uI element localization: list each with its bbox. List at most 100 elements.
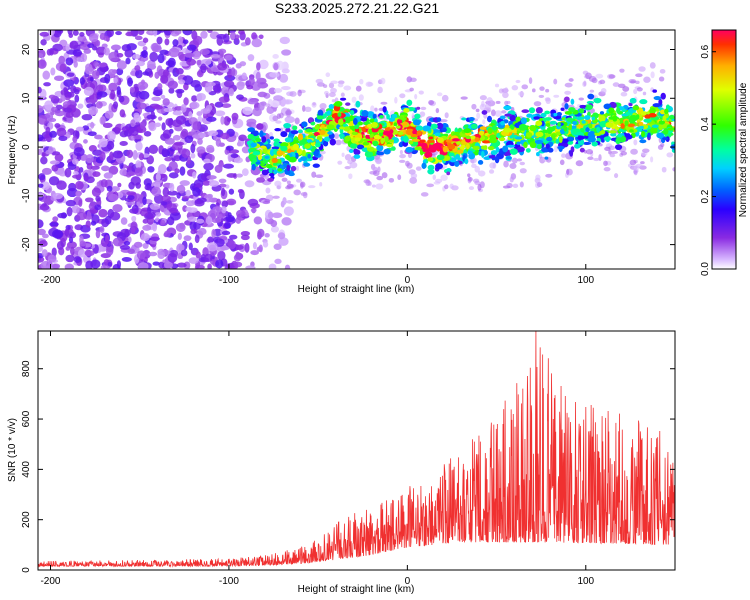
heatmap-cell xyxy=(44,100,53,111)
heatmap-cell xyxy=(377,86,383,94)
heatmap-cell xyxy=(490,150,498,155)
heatmap-cell xyxy=(395,125,401,129)
heatmap-cell xyxy=(564,90,571,95)
heatmap-cell xyxy=(130,226,136,235)
heatmap-cell xyxy=(203,158,211,164)
heatmap-cell xyxy=(64,167,72,178)
heatmap-cell xyxy=(414,146,422,151)
heatmap-cell xyxy=(141,49,148,59)
heatmap-cell xyxy=(658,76,665,82)
heatmap-cell xyxy=(523,141,528,149)
heatmap-cell xyxy=(510,129,519,134)
heatmap-cell xyxy=(47,117,57,123)
heatmap-cell xyxy=(250,250,259,256)
snr-y-tick-label: 400 xyxy=(21,461,32,478)
snr-x-tick-label: 0 xyxy=(405,576,411,587)
heatmap-cell xyxy=(273,138,280,143)
heatmap-cell xyxy=(38,134,44,142)
heatmap-cell xyxy=(546,122,551,127)
heatmap-cell xyxy=(126,165,132,171)
heatmap-cell xyxy=(498,137,506,142)
heatmap-cell xyxy=(487,146,495,151)
heatmap-cell xyxy=(231,112,239,121)
heatmap-cell xyxy=(372,113,377,120)
heatmap-cell xyxy=(65,199,77,207)
heatmap-cell xyxy=(544,97,551,102)
heatmap-cell xyxy=(183,261,191,269)
heatmap-cell xyxy=(583,115,591,120)
heatmap-cell xyxy=(356,144,365,150)
heatmap-cell xyxy=(133,241,143,248)
heatmap-cell xyxy=(351,131,359,136)
heatmap-cell xyxy=(477,183,482,191)
heatmap-cell xyxy=(216,33,227,39)
heatmap-cell xyxy=(297,89,302,97)
heatmap-cell xyxy=(441,127,447,133)
heatmap-cell xyxy=(463,124,469,129)
heatmap-cell xyxy=(467,150,473,155)
heatmap-cell xyxy=(449,183,454,189)
heatmap-cell xyxy=(275,120,282,124)
heatmap-cell xyxy=(174,168,180,174)
heatmap-cell xyxy=(301,149,306,157)
heatmap-cell xyxy=(52,43,63,52)
heatmap-cell xyxy=(257,228,265,238)
heatmap-cell xyxy=(315,78,324,84)
heatmap-cell xyxy=(478,130,485,136)
heatmap-cell xyxy=(333,133,340,140)
heatmap-cell xyxy=(647,132,651,138)
heatmap-cell xyxy=(104,234,110,245)
heatmap-cell xyxy=(525,148,531,153)
heatmap-cell xyxy=(229,234,238,240)
heatmap-cell xyxy=(399,159,406,163)
heatmap-cell xyxy=(52,192,63,200)
heatmap-y-axis-label: Frequency (Hz) xyxy=(7,116,18,185)
heatmap-cell xyxy=(377,166,381,173)
heatmap-cell xyxy=(51,106,58,113)
heatmap-cell xyxy=(47,254,57,263)
heatmap-cell xyxy=(124,48,134,58)
heatmap-cell xyxy=(88,106,99,116)
heatmap-cell xyxy=(176,262,187,268)
heatmap-cell xyxy=(55,104,63,110)
heatmap-cell xyxy=(563,125,568,132)
heatmap-cell xyxy=(420,106,427,111)
heatmap-cell xyxy=(276,185,281,190)
heatmap-cell xyxy=(477,170,486,177)
heatmap-cell xyxy=(479,103,487,111)
heatmap-cell xyxy=(660,92,666,100)
heatmap-cell xyxy=(426,183,435,188)
heatmap-cell xyxy=(178,79,186,85)
heatmap-cell xyxy=(258,101,265,111)
heatmap-cell xyxy=(108,82,118,92)
heatmap-cell xyxy=(442,145,448,153)
heatmap-cell xyxy=(534,139,544,144)
heatmap-cell xyxy=(481,110,488,115)
heatmap-cell xyxy=(221,103,232,108)
heatmap-cell xyxy=(529,141,537,149)
heatmap-cell xyxy=(137,262,149,269)
heatmap-cell xyxy=(421,162,427,169)
heatmap-cell xyxy=(229,31,237,41)
heatmap-cell xyxy=(323,141,328,146)
heatmap-cell xyxy=(436,117,442,122)
heatmap-cell xyxy=(136,60,146,67)
heatmap-cell xyxy=(168,172,179,179)
heatmap-cell xyxy=(422,125,431,132)
heatmap-cell xyxy=(465,143,470,150)
heatmap-cell xyxy=(264,233,270,238)
heatmap-cell xyxy=(267,211,274,219)
heatmap-cell xyxy=(661,166,667,173)
heatmap-cell xyxy=(376,175,383,181)
heatmap-cell xyxy=(197,227,207,236)
heatmap-cell xyxy=(474,165,481,173)
heatmap-cell xyxy=(245,265,256,269)
heatmap-cell xyxy=(603,160,608,167)
heatmap-cell xyxy=(95,101,103,109)
heatmap-cell xyxy=(519,161,525,166)
heatmap-cell xyxy=(326,124,335,130)
heatmap-cell xyxy=(187,44,197,51)
heatmap-cell xyxy=(411,138,420,142)
heatmap-cell xyxy=(308,185,316,189)
